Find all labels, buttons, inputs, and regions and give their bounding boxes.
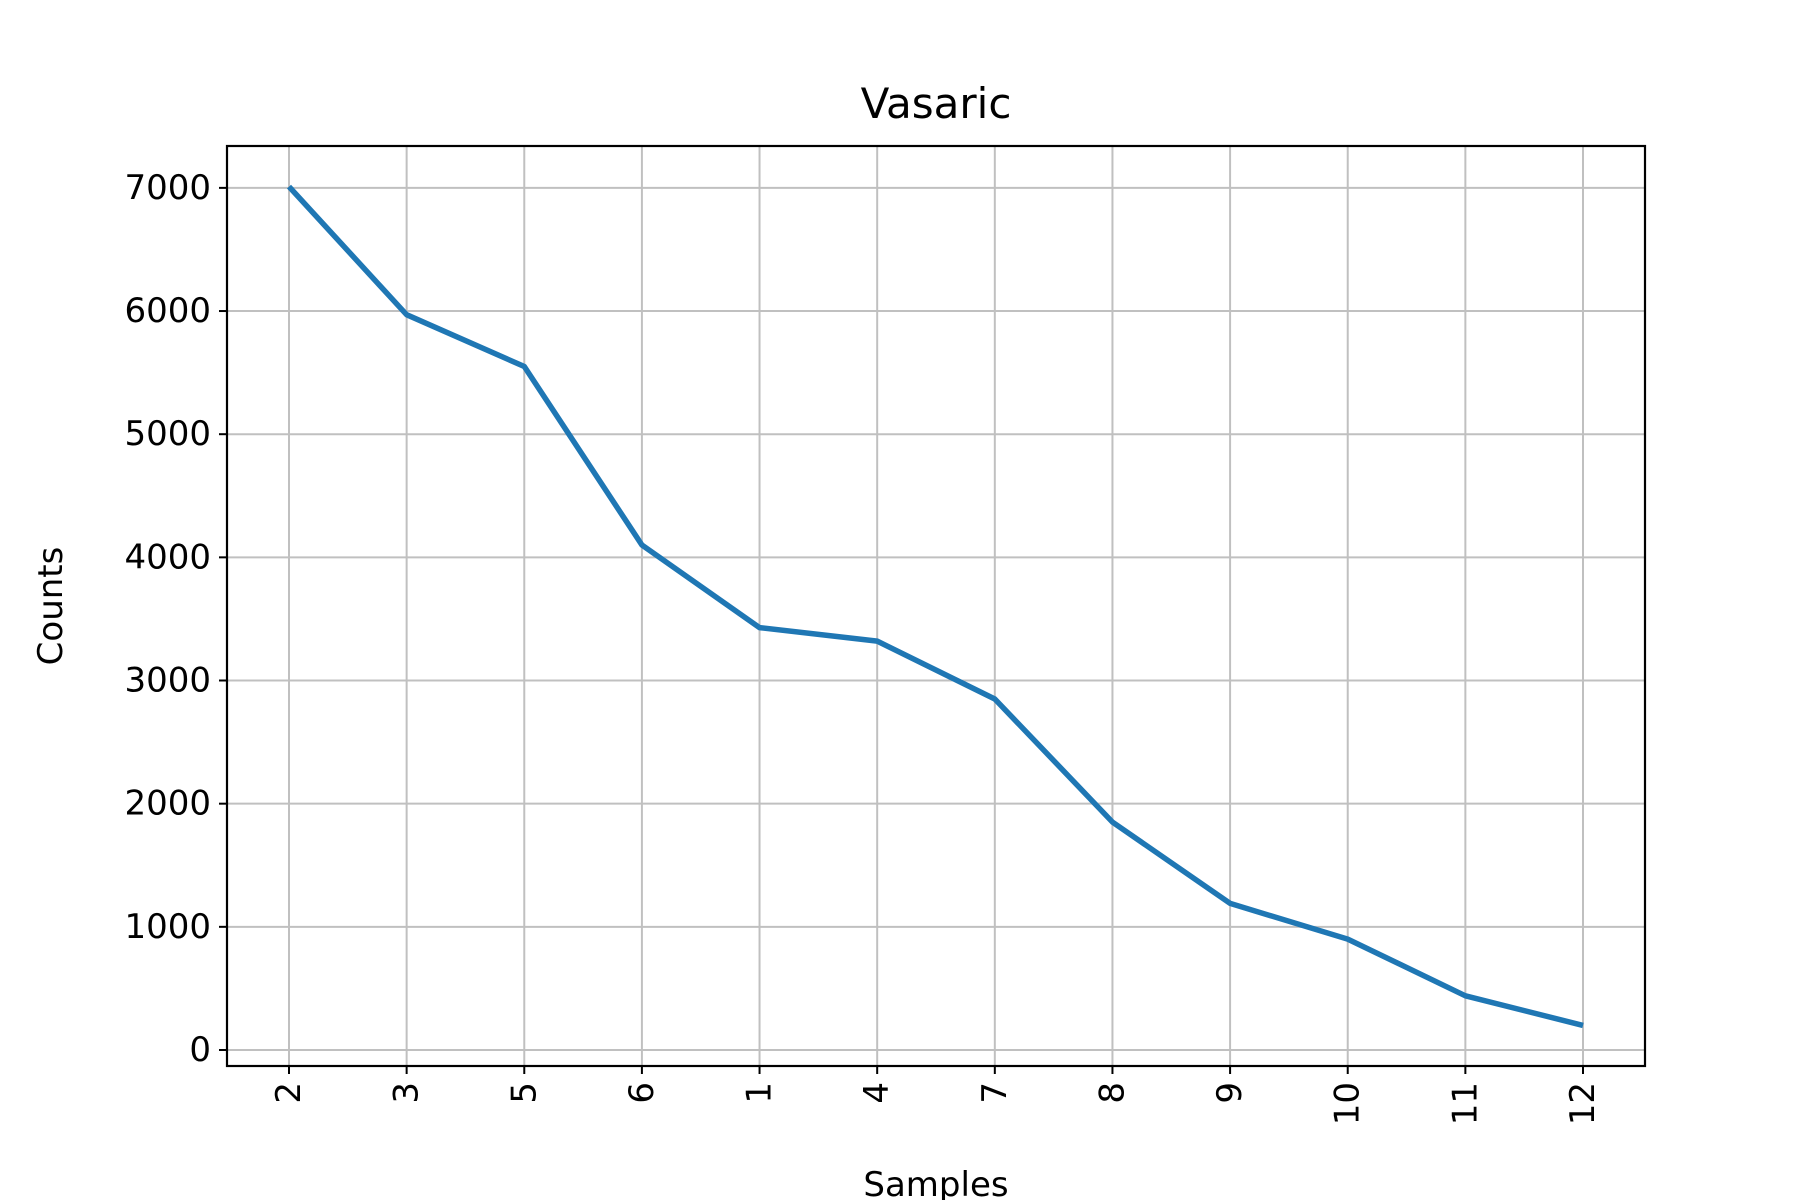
x-tick-label: 6: [622, 1082, 662, 1104]
y-tick-label: 4000: [124, 537, 211, 577]
x-tick-label: 9: [1210, 1082, 1250, 1104]
x-tick-label: 1: [740, 1082, 780, 1104]
y-tick-label: 2000: [124, 784, 211, 824]
chart-title: Vasaric: [861, 79, 1012, 128]
x-tick-label: 8: [1092, 1082, 1132, 1104]
grid-lines: [227, 146, 1645, 1066]
x-tick-label: 3: [387, 1082, 427, 1104]
series-layer: [286, 184, 1584, 1029]
x-tick-label: 11: [1445, 1082, 1485, 1125]
x-axis-title: Samples: [863, 1165, 1008, 1200]
x-tick-label: 10: [1328, 1082, 1368, 1125]
x-tick-label: 5: [504, 1082, 544, 1104]
x-tick-label: 4: [857, 1082, 897, 1104]
y-tick-label: 1000: [124, 907, 211, 947]
x-tick-label: 12: [1563, 1082, 1603, 1125]
y-axis-title: Counts: [31, 547, 71, 666]
x-tick-label: 7: [975, 1082, 1015, 1104]
x-tick-label: 2: [269, 1082, 309, 1104]
y-tick-label: 3000: [124, 661, 211, 701]
series-line: [286, 184, 1584, 1029]
y-axis-ticks: 0 1000 2000 3000 4000 5000 6000 7000: [124, 168, 227, 1070]
y-tick-label: 5000: [124, 414, 211, 454]
y-tick-label: 7000: [124, 168, 211, 208]
y-tick-label: 6000: [124, 291, 211, 331]
plot-frame: [225, 144, 1647, 1068]
y-tick-label: 0: [189, 1030, 211, 1070]
x-axis-ticks: 2 3 5 6 1 4 7 8 9 10 11 12: [269, 1066, 1603, 1125]
